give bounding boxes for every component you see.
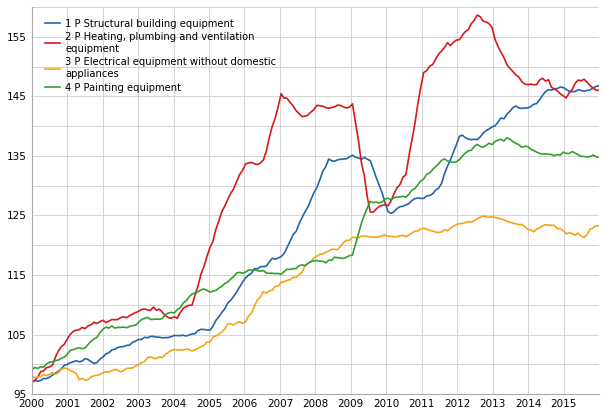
3 P Electrical equipment without domestic
appliances [28, 374, 35, 379]
4 P Painting equipment [542, 151, 549, 156]
4 P Painting equipment [70, 347, 77, 352]
3 P Electrical equipment without domestic
appliances [108, 368, 116, 373]
Legend: 1 P Structural building equipment, 2 P Heating, plumbing and ventilation
equipme: 1 P Structural building equipment, 2 P H… [42, 16, 279, 96]
1 P Structural building equipment [539, 93, 546, 98]
Line: 2 P Heating, plumbing and ventilation
equipment: 2 P Heating, plumbing and ventilation eq… [32, 15, 606, 382]
1 P Structural building equipment [28, 380, 35, 385]
4 P Painting equipment [396, 194, 404, 199]
2 P Heating, plumbing and ventilation
equipment [542, 79, 549, 84]
2 P Heating, plumbing and ventilation
equipment [396, 182, 404, 187]
Line: 1 P Structural building equipment: 1 P Structural building equipment [32, 84, 606, 382]
4 P Painting equipment [105, 326, 113, 331]
3 P Electrical equipment without domestic
appliances [399, 233, 407, 238]
3 P Electrical equipment without domestic
appliances [578, 234, 585, 239]
3 P Electrical equipment without domestic
appliances [468, 220, 475, 225]
Line: 3 P Electrical equipment without domestic
appliances: 3 P Electrical equipment without domesti… [32, 216, 606, 380]
1 P Structural building equipment [465, 136, 472, 141]
1 P Structural building equipment [571, 89, 579, 94]
Line: 4 P Painting equipment: 4 P Painting equipment [32, 138, 606, 370]
2 P Heating, plumbing and ventilation
equipment [28, 380, 35, 385]
4 P Painting equipment [574, 152, 582, 157]
2 P Heating, plumbing and ventilation
equipment [105, 319, 113, 324]
2 P Heating, plumbing and ventilation
equipment [574, 77, 582, 82]
1 P Structural building equipment [70, 359, 77, 364]
4 P Painting equipment [28, 368, 35, 373]
2 P Heating, plumbing and ventilation
equipment [465, 27, 472, 32]
2 P Heating, plumbing and ventilation
equipment [473, 12, 481, 17]
3 P Electrical equipment without domestic
appliances [545, 223, 552, 228]
4 P Painting equipment [503, 135, 510, 140]
3 P Electrical equipment without domestic
appliances [70, 369, 77, 374]
3 P Electrical equipment without domestic
appliances [81, 378, 88, 383]
2 P Heating, plumbing and ventilation
equipment [70, 329, 77, 334]
3 P Electrical equipment without domestic
appliances [479, 213, 487, 218]
1 P Structural building equipment [396, 204, 404, 209]
1 P Structural building equipment [105, 350, 113, 355]
4 P Painting equipment [465, 149, 472, 154]
